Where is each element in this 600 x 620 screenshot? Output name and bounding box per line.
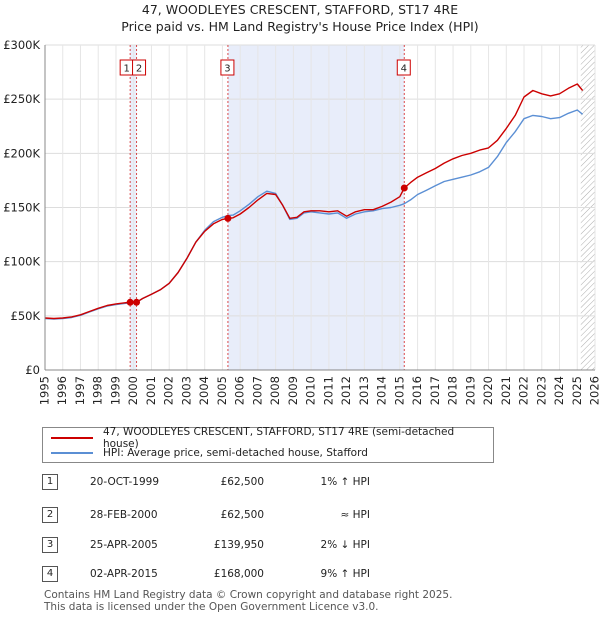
sale-number-badge: 4 [42,566,58,582]
footer-copyright: Contains HM Land Registry data © Crown c… [44,589,453,601]
sale-number-badge: 2 [42,507,58,523]
chart-subtitle: Price paid vs. HM Land Registry's House … [121,19,479,34]
x-tick-label: 2008 [268,376,282,405]
sale-row: 4 02-APR-2015 £168,000 9% ↑ HPI [42,566,382,584]
x-tick-label: 2010 [304,376,318,405]
sale-point [126,298,134,306]
x-tick-label: 1996 [55,376,69,405]
x-tick-label: 2022 [517,376,531,405]
sale-number-badge: 3 [42,537,58,553]
y-tick-label: £100K [3,255,40,269]
x-tick-label: 2014 [375,376,389,405]
chart-title: 47, WOODLEYES CRESCENT, STAFFORD, ST17 4… [141,2,459,17]
x-tick-label: 2020 [481,376,495,405]
sale-point [224,214,232,222]
x-tick-label: 1998 [91,376,105,405]
sale-price: £62,500 [220,476,264,488]
x-tick-label: 2003 [179,376,193,405]
y-tick-label: £50K [11,309,41,323]
x-tick-label: 2013 [357,376,371,405]
x-tick-label: 2025 [570,376,584,405]
legend-item-property: 47, WOODLEYES CRESCENT, STAFFORD, ST17 4… [51,426,493,450]
x-tick-label: 2001 [144,376,158,405]
sale-hpi-comparison: 1% ↑ HPI [320,476,370,488]
sale-date: 02-APR-2015 [90,568,158,580]
sale-date: 20-OCT-1999 [90,476,159,488]
legend-swatch-hpi [51,452,93,454]
x-tick-label: 2024 [552,376,566,405]
y-tick-label: £300K [3,38,40,52]
x-tick-label: 2000 [126,376,140,405]
sale-hpi-comparison: 9% ↑ HPI [320,568,370,580]
x-tick-label: 2006 [233,376,247,405]
sale-number-badge: 1 [42,474,58,490]
y-tick-label: £0 [25,363,40,377]
y-tick-label: £150K [3,201,40,215]
sale-price: £62,500 [220,509,264,521]
sale-marker-box [220,59,235,76]
legend-swatch-property [51,437,93,439]
sale-row: 1 20-OCT-1999 £62,500 1% ↑ HPI [42,474,382,492]
x-tick-label: 2009 [286,376,300,405]
x-tick-label: 2026 [588,376,600,405]
x-tick-label: 2021 [499,376,513,405]
x-tick-label: 2015 [392,376,406,405]
x-tick-label: 2016 [410,376,424,405]
sale-marker-label: 2 [136,64,142,75]
x-tick-label: 2018 [446,376,460,405]
x-tick-label: 2019 [463,376,477,405]
sale-hpi-comparison: ≈ HPI [340,509,370,521]
sale-marker-box [396,59,411,76]
sale-price: £139,950 [213,539,264,551]
x-tick-label: 2004 [197,376,211,405]
x-tick-label: 2007 [250,376,264,405]
sale-hpi-comparison: 2% ↓ HPI [320,539,370,551]
x-tick-label: 2002 [162,376,176,405]
sale-row: 2 28-FEB-2000 £62,500 ≈ HPI [42,507,382,525]
legend-item-hpi: HPI: Average price, semi-detached house,… [51,446,368,460]
x-tick-label: 1999 [108,376,122,405]
sale-date: 28-FEB-2000 [90,509,158,521]
x-tick-label: 2005 [215,376,229,405]
sale-price: £168,000 [213,568,264,580]
x-tick-label: 1997 [73,376,87,405]
x-tick-label: 1995 [38,376,52,405]
sale-row: 3 25-APR-2005 £139,950 2% ↓ HPI [42,537,382,555]
x-tick-label: 2012 [339,376,353,405]
sale-point [133,298,141,306]
x-tick-label: 2011 [321,376,335,405]
sale-marker-label: 1 [123,64,129,75]
footer-licence: This data is licensed under the Open Gov… [44,601,379,613]
x-tick-label: 2017 [428,376,442,405]
sale-marker-box [132,59,147,76]
sale-point [400,184,408,192]
legend-label-hpi: HPI: Average price, semi-detached house,… [103,447,368,459]
sale-date: 25-APR-2005 [90,539,158,551]
legend-label-property: 47, WOODLEYES CRESCENT, STAFFORD, ST17 4… [102,426,455,450]
y-tick-label: £200K [3,146,40,160]
legend: 47, WOODLEYES CRESCENT, STAFFORD, ST17 4… [42,426,494,463]
y-tick-label: £250K [3,92,40,106]
sale-marker-label: 3 [224,64,230,75]
x-tick-label: 2023 [534,376,548,405]
sale-marker-label: 4 [401,64,407,75]
